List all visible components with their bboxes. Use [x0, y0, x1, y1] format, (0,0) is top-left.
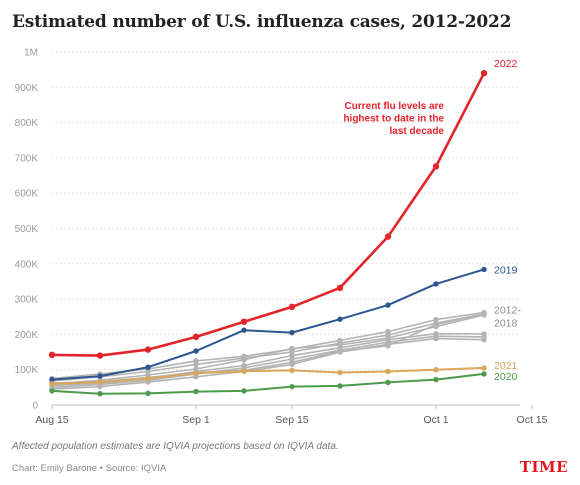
chart-annotation: Current flu levels are highest to date in…	[343, 101, 444, 137]
y-tick-label: 1M	[24, 48, 38, 59]
series-2022	[48, 69, 488, 359]
series-label-2020: 2020	[494, 371, 518, 383]
series-line	[51, 268, 485, 381]
x-tick-label: Oct 1	[423, 414, 448, 426]
data-point	[241, 327, 247, 333]
x-axis-ticks: Aug 15 Sep 1 Sep 15 Oct 1 Oct 15	[35, 405, 548, 426]
data-point	[49, 381, 55, 387]
data-point	[241, 388, 247, 394]
y-tick-label: 300K	[15, 295, 39, 306]
data-point	[336, 284, 344, 292]
series-history	[49, 335, 487, 392]
data-point	[97, 379, 103, 385]
data-point	[49, 376, 55, 383]
data-point	[385, 302, 391, 308]
data-point	[144, 346, 152, 353]
data-point	[385, 342, 391, 349]
data-point	[433, 376, 439, 383]
data-point	[433, 281, 439, 287]
data-point	[192, 333, 200, 341]
series-2021	[49, 365, 487, 387]
data-point	[241, 357, 247, 363]
data-point	[97, 391, 103, 397]
y-tick-label: 200K	[15, 330, 39, 341]
data-point	[289, 367, 295, 374]
series-line	[51, 366, 485, 385]
data-point	[337, 383, 343, 389]
x-tick-label: Aug 15	[35, 414, 68, 426]
y-tick-label: 900K	[15, 83, 39, 94]
data-point	[481, 371, 487, 377]
data-point	[337, 369, 343, 376]
y-tick-label: 700K	[15, 153, 39, 164]
data-point	[337, 348, 343, 355]
chart-source: Chart: Emily Barone • Source: IQVIA	[12, 463, 167, 474]
data-point	[385, 379, 391, 386]
y-tick-label: 800K	[15, 118, 39, 129]
chart-note: Affected population estimates are IQVIA …	[12, 441, 339, 452]
series-line	[51, 313, 485, 382]
series-line	[51, 335, 485, 389]
series-label-2022: 2022	[494, 58, 518, 70]
data-point	[288, 303, 296, 311]
data-point	[433, 335, 439, 342]
data-point	[337, 316, 343, 322]
data-point	[48, 351, 56, 359]
y-tick-label: 100K	[15, 365, 39, 376]
data-point	[145, 375, 151, 382]
data-point	[145, 364, 151, 370]
series-label-2021: 2021	[494, 360, 518, 372]
data-point	[97, 373, 103, 379]
y-tick-label: 400K	[15, 259, 39, 270]
y-axis-ticks: 0 100K 200K 300K 400K 500K 600K 700K 800K 900K 1M	[15, 48, 39, 412]
y-tick-label: 500K	[15, 224, 39, 235]
data-point	[432, 163, 440, 170]
data-point	[289, 329, 295, 336]
data-point	[481, 336, 487, 343]
data-point	[289, 383, 295, 390]
x-tick-label: Sep 1	[182, 414, 210, 426]
data-point	[384, 233, 392, 240]
data-point	[96, 352, 104, 359]
annotation-text: Current flu levels are highest to date in…	[343, 101, 444, 137]
series-line	[51, 372, 485, 395]
data-point	[193, 348, 199, 354]
data-point	[193, 370, 199, 376]
data-point	[49, 388, 55, 394]
data-point	[433, 321, 439, 328]
data-point	[481, 266, 487, 273]
data-point	[385, 368, 391, 375]
data-point	[481, 365, 487, 371]
data-point	[193, 388, 199, 395]
data-point	[481, 311, 487, 317]
x-tick-label: Oct 15	[517, 414, 548, 426]
data-point	[145, 390, 151, 397]
series-2020	[49, 371, 487, 397]
series-label-2012-2018: 2012-2018	[494, 305, 521, 330]
y-tick-label: 600K	[15, 189, 39, 200]
x-tick-label: Sep 15	[275, 414, 308, 426]
data-point	[193, 361, 199, 368]
series-2019	[49, 266, 487, 383]
chart-title: Estimated number of U.S. influenza cases…	[12, 12, 512, 32]
series-line	[51, 337, 485, 390]
data-point	[97, 383, 103, 390]
series-line	[51, 314, 485, 385]
data-point	[433, 367, 439, 373]
data-point	[240, 318, 248, 325]
data-point	[289, 345, 295, 352]
data-point	[480, 69, 488, 77]
time-logo[interactable]: TIME	[519, 458, 568, 476]
data-point	[289, 359, 295, 365]
y-tick-label: 0	[32, 401, 38, 412]
series-label-2019: 2019	[494, 264, 518, 276]
series-line	[50, 71, 486, 357]
data-point	[241, 368, 247, 374]
series-lines	[48, 69, 488, 397]
